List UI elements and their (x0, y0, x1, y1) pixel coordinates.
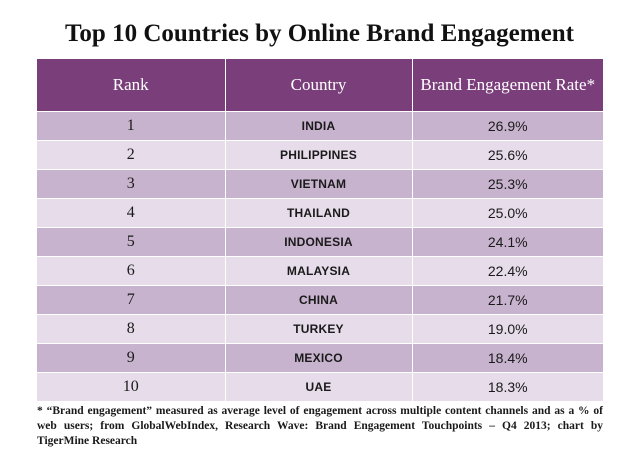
country-cell: MALAYSIA (224, 255, 413, 286)
country-cell: CHINA (224, 284, 413, 315)
rank-cell: 9 (37, 342, 226, 373)
rank-cell: 10 (37, 371, 226, 402)
rate-cell: 25.6% (411, 139, 603, 170)
table-row: 6 MALAYSIA 22.4% (37, 255, 603, 286)
country-cell: INDONESIA (224, 226, 413, 257)
rate-cell: 18.3% (411, 371, 603, 402)
rank-cell: 5 (37, 226, 226, 257)
table-row: 3 VIETNAM 25.3% (37, 168, 603, 199)
rank-cell: 1 (37, 110, 226, 141)
table-row: 10 UAE 18.3% (37, 371, 603, 402)
chart-title: Top 10 Countries by Online Brand Engagem… (65, 20, 574, 47)
country-cell: VIETNAM (224, 168, 413, 199)
table-row: 7 CHINA 21.7% (37, 284, 603, 315)
rank-cell: 8 (37, 313, 226, 344)
country-cell: PHILIPPINES (224, 139, 413, 170)
table-row: 5 INDONESIA 24.1% (37, 226, 603, 257)
footnote: * “Brand engagement” measured as average… (37, 405, 603, 447)
rate-cell: 22.4% (411, 255, 603, 286)
rank-cell: 4 (37, 197, 226, 228)
rate-cell: 18.4% (411, 342, 603, 373)
rate-cell: 21.7% (411, 284, 603, 315)
rank-cell: 7 (37, 284, 226, 315)
table-row: 1 INDIA 26.9% (37, 110, 603, 141)
country-cell: THAILAND (224, 197, 413, 228)
rank-cell: 3 (37, 168, 226, 199)
rate-cell: 19.0% (411, 313, 603, 344)
table-row: 2 PHILIPPINES 25.6% (37, 139, 603, 170)
table-header: Rank Country Brand Engagement Rate* (37, 59, 603, 111)
table-body: 1 INDIA 26.9% 2 PHILIPPINES 25.6% 3 VIETNAM 25.3… (37, 110, 603, 402)
rate-cell: 25.3% (411, 168, 603, 199)
table-row: 4 THAILAND 25.0% (37, 197, 603, 228)
header-row: Rank Country Brand Engagement Rate* (37, 59, 603, 111)
country-cell: INDIA (224, 110, 413, 141)
country-cell: TURKEY (224, 313, 413, 344)
rate-cell: 24.1% (411, 226, 603, 257)
rank-cell: 6 (37, 255, 226, 286)
header-rate: Brand Engagement Rate* (411, 59, 603, 111)
engagement-table: Rank Country Brand Engagement Rate* 1 IND… (37, 59, 603, 402)
header-country: Country (224, 59, 413, 111)
header-rank: Rank (37, 59, 226, 111)
rate-cell: 26.9% (411, 110, 603, 141)
table-row: 8 TURKEY 19.0% (37, 313, 603, 344)
country-cell: UAE (224, 371, 413, 402)
country-cell: MEXICO (224, 342, 413, 373)
table-row: 9 MEXICO 18.4% (37, 342, 603, 373)
rank-cell: 2 (37, 139, 226, 170)
rate-cell: 25.0% (411, 197, 603, 228)
